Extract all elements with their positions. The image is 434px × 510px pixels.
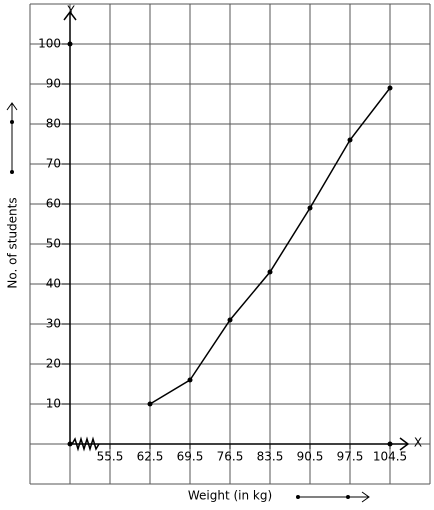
origin-dot xyxy=(67,441,73,447)
x-tick-label: 62.5 xyxy=(137,450,164,464)
y-tick-label: 50 xyxy=(46,237,61,251)
y-axis-label: No. of students xyxy=(6,197,20,288)
x-axis-arrow xyxy=(399,437,410,451)
y-axis-name: Y xyxy=(66,4,75,18)
data-point xyxy=(187,377,193,383)
y-tick-label: 70 xyxy=(46,157,61,171)
data-point xyxy=(147,401,153,407)
y-tick-label: 40 xyxy=(46,277,61,291)
data-point xyxy=(347,137,353,143)
x-tick-label: 69.5 xyxy=(177,450,204,464)
arrow-dot xyxy=(296,495,300,499)
x-tick-label: 76.5 xyxy=(217,450,244,464)
arrow-dot xyxy=(346,495,350,499)
y-tick-label: 60 xyxy=(46,197,61,211)
direction-arrow-head xyxy=(6,102,18,111)
x-tick-label: 55.5 xyxy=(97,450,124,464)
x-tick-label: 104.5 xyxy=(373,450,407,464)
x-tick-label: 83.5 xyxy=(257,450,284,464)
y-axis-arrow xyxy=(63,10,77,21)
arrow-dot xyxy=(10,170,14,174)
y-tick-label: 100 xyxy=(38,37,61,51)
data-point xyxy=(267,269,273,275)
graph-paper xyxy=(29,3,431,485)
data-point xyxy=(227,317,233,323)
data-point xyxy=(387,85,393,91)
data-point xyxy=(307,205,313,211)
x-tick-label: 90.5 xyxy=(297,450,324,464)
y-tick-label: 10 xyxy=(46,397,61,411)
x-tick-label: 97.5 xyxy=(337,450,364,464)
x-axis-label: Weight (in kg) xyxy=(188,489,272,503)
arrow-dot xyxy=(10,120,14,124)
y-tick-label: 80 xyxy=(46,117,61,131)
y-tick-label: 20 xyxy=(46,357,61,371)
x-axis-name: X xyxy=(414,436,422,450)
y-tick-label: 30 xyxy=(46,317,61,331)
axis-break xyxy=(71,436,100,452)
direction-arrow-head xyxy=(361,491,370,503)
y-tick-label: 90 xyxy=(46,77,61,91)
